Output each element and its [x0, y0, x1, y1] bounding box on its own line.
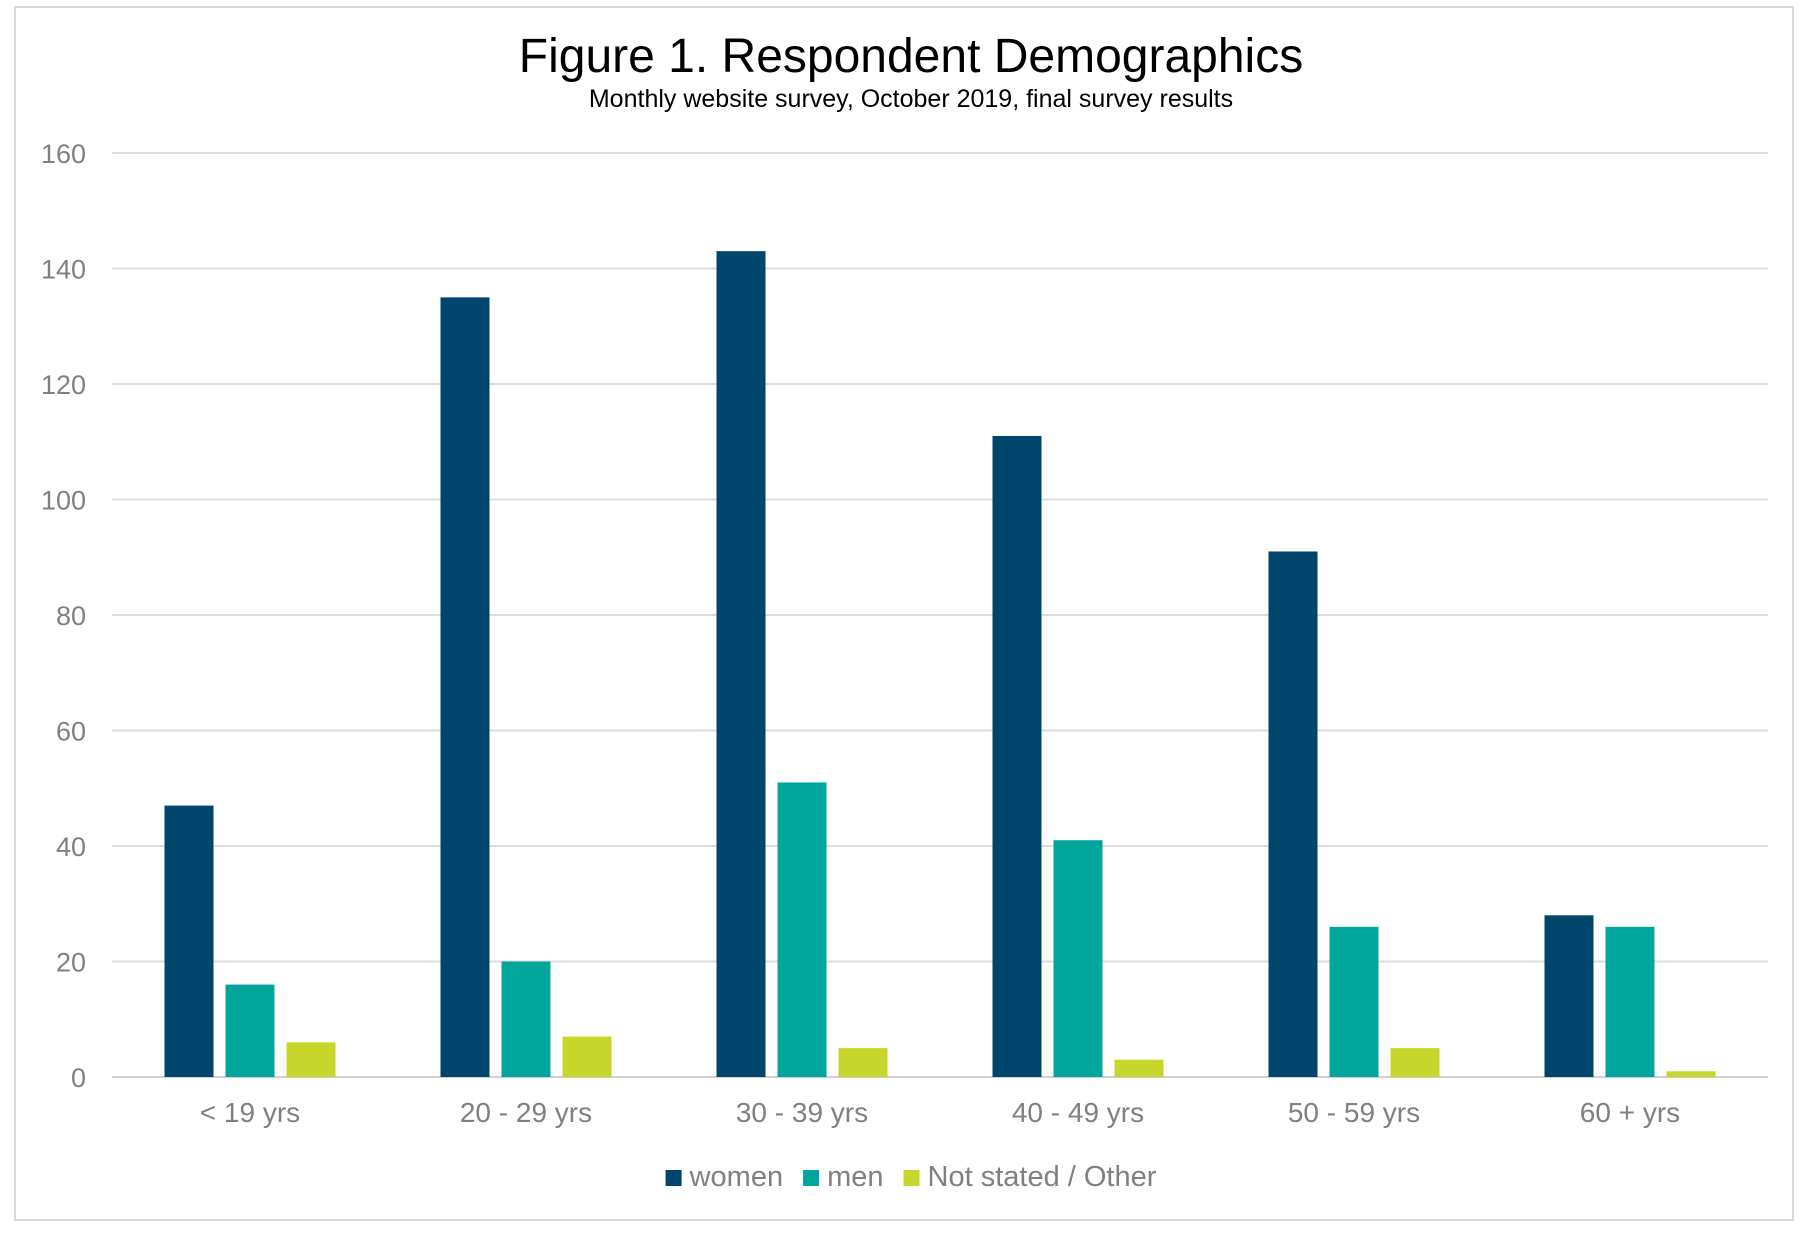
bar-not-stated-other-3: [838, 1048, 888, 1077]
bar-not-stated-other-5: [1390, 1048, 1440, 1077]
legend: women men Not stated / Other: [665, 1161, 1157, 1193]
bar-not-stated-other-1: [286, 1042, 336, 1077]
bar-women-4: [992, 435, 1042, 1078]
y-tick-label: 120: [41, 370, 86, 400]
gridlines: [112, 152, 1768, 1078]
x-axis-ticks: < 19 yrs 20 - 29 yrs 30 - 39 yrs 40 - 49 yr…: [200, 1097, 1680, 1128]
bar-men-1: [225, 984, 275, 1077]
bar-women-5: [1268, 551, 1318, 1077]
bar-men-2: [501, 961, 551, 1077]
y-tick-label: 40: [56, 832, 86, 862]
legend-swatch: [903, 1170, 920, 1186]
legend-label: Not stated / Other: [928, 1161, 1157, 1193]
chart-frame: [14, 6, 1794, 1221]
bars: [164, 251, 1716, 1078]
bar-men-3: [777, 782, 827, 1077]
bar-men-5: [1329, 926, 1379, 1077]
legend-swatch: [665, 1170, 682, 1186]
bar-not-stated-other-4: [1114, 1059, 1164, 1077]
x-tick-label: 20 - 29 yrs: [460, 1097, 592, 1128]
y-tick-label: 160: [41, 139, 86, 169]
y-tick-label: 100: [41, 486, 86, 516]
x-tick-label: 60 + yrs: [1580, 1097, 1680, 1128]
legend-item: men: [803, 1161, 884, 1193]
y-tick-label: 0: [71, 1063, 86, 1093]
bar-men-6: [1605, 926, 1655, 1077]
x-tick-label: < 19 yrs: [200, 1097, 300, 1128]
x-tick-label: 50 - 59 yrs: [1288, 1097, 1420, 1128]
legend-label: women: [689, 1161, 784, 1193]
y-tick-label: 80: [56, 601, 86, 631]
legend-item: women: [665, 1161, 784, 1193]
bar-women-1: [164, 805, 214, 1077]
y-tick-label: 20: [56, 948, 86, 978]
bar-women-6: [1544, 915, 1594, 1077]
bar-men-4: [1053, 840, 1103, 1077]
bar-women-3: [716, 251, 766, 1078]
bar-not-stated-other-2: [562, 1036, 612, 1077]
legend-swatch: [803, 1170, 820, 1186]
chart-subtitle: Monthly website survey, October 2019, fi…: [589, 85, 1233, 113]
chart-title: Figure 1. Respondent Demographics: [519, 30, 1303, 83]
y-tick-label: 140: [41, 255, 86, 285]
legend-item: Not stated / Other: [903, 1161, 1157, 1193]
bar-women-2: [440, 297, 490, 1077]
x-tick-label: 30 - 39 yrs: [736, 1097, 868, 1128]
bar-not-stated-other-6: [1666, 1071, 1716, 1077]
y-tick-label: 60: [56, 717, 86, 747]
y-axis-ticks: 0 20 40 60 80 100 120 140 160: [41, 139, 86, 1093]
x-tick-label: 40 - 49 yrs: [1012, 1097, 1144, 1128]
legend-label: men: [827, 1161, 883, 1193]
